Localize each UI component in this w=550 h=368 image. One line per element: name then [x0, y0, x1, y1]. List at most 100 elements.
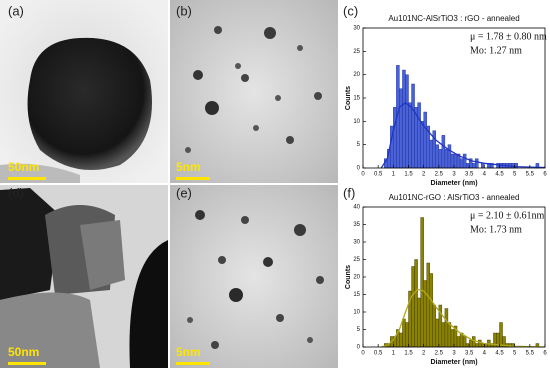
- bar: [441, 135, 446, 169]
- x-tick-label: 5.5: [526, 172, 535, 178]
- y-tick-label: 20: [353, 72, 360, 78]
- annotation: μ = 2.10 ± 0.61nm: [470, 210, 544, 221]
- bar: [411, 83, 415, 169]
- x-tick-label: 2: [422, 351, 426, 357]
- x-tick-label: 0: [361, 351, 365, 357]
- y-tick-label: 35: [353, 222, 360, 228]
- y-tick-label: 0: [357, 345, 361, 351]
- bar: [402, 69, 406, 169]
- panel-label: (a): [8, 3, 24, 18]
- panel-label: (e): [176, 185, 192, 200]
- bar: [399, 88, 403, 169]
- y-tick-label: 5: [357, 327, 361, 333]
- x-axis-label: Diameter (nm): [430, 180, 477, 187]
- bar: [429, 273, 433, 348]
- x-tick-label: 6: [543, 172, 547, 178]
- x-tick-label: 0: [361, 172, 365, 178]
- tem-image-b: [170, 0, 338, 183]
- x-tick-label: 3: [452, 351, 456, 357]
- bar: [472, 336, 476, 348]
- bar: [423, 111, 427, 169]
- bar: [475, 343, 479, 348]
- bar: [456, 336, 461, 348]
- scale-bar-label: 50nm: [8, 345, 39, 359]
- bar: [447, 322, 452, 348]
- bar: [402, 318, 406, 348]
- bar: [420, 121, 424, 169]
- y-axis-label: Counts: [345, 265, 352, 289]
- bar: [465, 163, 470, 169]
- x-tick-label: 2: [422, 172, 426, 178]
- tem-image-a: [0, 0, 168, 183]
- tem-image-e: [170, 185, 338, 368]
- y-axis-label: Counts: [345, 86, 352, 110]
- x-tick-label: 1: [392, 172, 396, 178]
- scale-bar-label: 5nm: [176, 160, 201, 174]
- panel-label: (c): [343, 3, 358, 18]
- x-tick-label: 6: [543, 351, 547, 357]
- fit-curve: [381, 288, 546, 348]
- annotation: Mo: 1.73 nm: [470, 224, 522, 235]
- x-tick-label: 5: [513, 351, 517, 357]
- y-tick-label: 15: [353, 292, 360, 298]
- x-tick-label: 4.5: [495, 172, 504, 178]
- x-tick-label: 0.5: [374, 172, 383, 178]
- bar: [468, 339, 473, 348]
- scale-bars: [8, 177, 210, 365]
- bar: [423, 280, 427, 348]
- bar: [444, 308, 449, 348]
- y-tick-label: 0: [357, 166, 361, 172]
- bar: [411, 266, 415, 348]
- fit-curve: [380, 101, 546, 169]
- bar: [408, 102, 412, 169]
- x-tick-label: 4: [483, 172, 487, 178]
- annotation: μ = 1.78 ± 0.80 nm: [470, 31, 547, 42]
- x-tick-label: 5: [513, 172, 517, 178]
- bar: [450, 329, 455, 348]
- x-tick-label: 1.5: [404, 172, 413, 178]
- x-tick-label: 2.5: [435, 172, 444, 178]
- x-tick-label: 3.5: [465, 172, 474, 178]
- bar: [405, 74, 409, 169]
- bar: [444, 149, 449, 169]
- x-axis-label: Diameter (nm): [430, 359, 477, 366]
- x-tick-label: 0.5: [374, 351, 383, 357]
- bar: [441, 322, 446, 348]
- bar: [478, 339, 482, 348]
- bar: [414, 259, 418, 348]
- chart-title: Au101NC-AlSrTiO3 : rGO - annealed: [388, 14, 519, 23]
- scale-bar-label: 50nm: [8, 160, 39, 174]
- annotation: Mo: 1.27 nm: [470, 45, 522, 56]
- y-tick-label: 20: [353, 275, 360, 281]
- bar: [435, 144, 440, 169]
- x-tick-label: 2.5: [435, 351, 444, 357]
- y-tick-label: 25: [353, 257, 360, 263]
- tem-image-d: [0, 185, 168, 368]
- x-tick-label: 3: [452, 172, 456, 178]
- bar: [465, 343, 470, 348]
- x-tick-label: 1.5: [404, 351, 413, 357]
- bar: [435, 318, 440, 348]
- scale-bar-label: 5nm: [176, 345, 201, 359]
- bar: [405, 322, 409, 348]
- x-tick-label: 3.5: [465, 351, 474, 357]
- bar: [420, 217, 424, 348]
- bar: [453, 153, 458, 169]
- bar: [481, 163, 485, 169]
- chart-title: Au101NC-rGO : AlSrTiO3 - annealed: [389, 193, 520, 202]
- bar: [447, 144, 452, 169]
- y-tick-label: 40: [353, 205, 360, 211]
- bar: [462, 153, 467, 169]
- bar: [438, 149, 443, 169]
- y-tick-label: 10: [353, 310, 360, 316]
- bar: [462, 336, 467, 348]
- x-tick-label: 5.5: [526, 351, 535, 357]
- bar: [459, 158, 464, 169]
- x-tick-label: 4: [483, 351, 487, 357]
- bar: [393, 107, 397, 169]
- bar: [426, 262, 430, 348]
- x-tick-label: 4.5: [495, 351, 504, 357]
- y-tick-label: 25: [353, 49, 360, 55]
- panel-label: (d): [8, 185, 24, 200]
